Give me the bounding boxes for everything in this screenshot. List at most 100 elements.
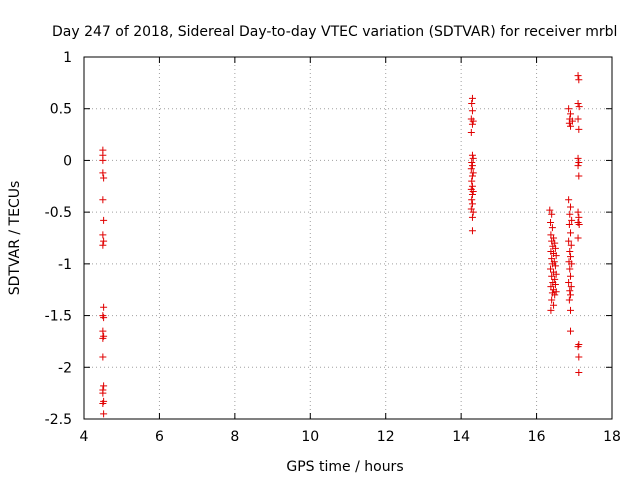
data-point xyxy=(575,76,583,84)
data-point xyxy=(99,327,107,335)
data-point xyxy=(567,110,575,118)
data-point xyxy=(567,272,575,280)
x-tick-label: 4 xyxy=(80,429,89,445)
data-point xyxy=(552,288,560,296)
data-point xyxy=(469,117,477,125)
data-point xyxy=(100,303,108,311)
data-point xyxy=(547,218,555,226)
data-point xyxy=(99,169,107,177)
y-tick-label: 0 xyxy=(63,153,72,169)
data-point xyxy=(100,216,108,224)
data-point xyxy=(468,100,476,108)
x-tick-label: 18 xyxy=(603,429,621,445)
data-point xyxy=(547,265,555,273)
data-point xyxy=(566,210,574,218)
x-tick-label: 10 xyxy=(301,429,319,445)
data-point xyxy=(469,154,477,162)
data-point xyxy=(550,301,558,309)
data-point xyxy=(548,296,556,304)
y-tick-label: -2.5 xyxy=(45,412,72,428)
data-point xyxy=(574,234,582,242)
data-point xyxy=(568,216,576,224)
data-point xyxy=(551,262,559,270)
data-point xyxy=(551,275,559,283)
data-point xyxy=(469,169,477,177)
data-point xyxy=(99,399,107,407)
data-point xyxy=(575,368,583,376)
data-point xyxy=(547,306,555,314)
data-point xyxy=(567,283,575,291)
data-point xyxy=(567,203,575,211)
y-tick-label: -0.5 xyxy=(45,205,72,221)
data-point xyxy=(568,260,576,268)
data-point xyxy=(467,165,475,173)
data-point xyxy=(99,231,107,239)
data-point xyxy=(468,162,476,170)
y-tick-label: 0.5 xyxy=(50,102,72,118)
data-point xyxy=(566,287,574,295)
data-point xyxy=(575,125,583,133)
data-point xyxy=(567,327,575,335)
data-point xyxy=(575,158,583,166)
data-point xyxy=(575,103,583,111)
data-point xyxy=(468,200,476,208)
data-point xyxy=(99,389,107,397)
data-point xyxy=(99,156,107,164)
data-point xyxy=(468,227,476,235)
y-tick-label: 1 xyxy=(63,50,72,66)
data-point xyxy=(552,252,560,260)
data-point xyxy=(468,107,476,115)
data-point xyxy=(551,291,559,299)
data-point xyxy=(575,221,583,229)
data-point xyxy=(574,72,582,80)
data-point xyxy=(574,162,582,170)
data-point xyxy=(99,334,107,342)
plot-frame xyxy=(83,56,613,420)
data-point xyxy=(469,208,477,216)
data-point xyxy=(469,187,477,195)
data-point xyxy=(574,343,582,351)
data-point xyxy=(551,244,559,252)
x-tick-label: 16 xyxy=(528,429,546,445)
data-point xyxy=(468,191,476,199)
data-point xyxy=(575,213,583,221)
data-point xyxy=(565,119,573,127)
data-point xyxy=(467,205,475,213)
x-tick-label: 14 xyxy=(452,429,470,445)
x-tick-label: 6 xyxy=(155,429,164,445)
data-point xyxy=(468,182,476,190)
data-point xyxy=(574,154,582,162)
data-point xyxy=(565,221,573,229)
data-point xyxy=(468,158,476,166)
data-point xyxy=(566,265,574,273)
data-point xyxy=(565,196,573,204)
x-tick-label: 8 xyxy=(230,429,239,445)
x-tick-label: 12 xyxy=(377,429,395,445)
data-point xyxy=(467,129,475,137)
axis-ticks: 4 6 8 10 12 14 16 18 -2.5 -2 -1.5 -1 -0.5 0 0.5 1 xyxy=(45,50,621,445)
data-point xyxy=(565,237,573,245)
chart-title: Day 247 of 2018, Sidereal Day-to-day VTE… xyxy=(52,24,617,40)
data-point xyxy=(99,241,107,249)
data-point xyxy=(468,172,476,180)
data-point xyxy=(100,382,108,390)
x-axis-label: GPS time / hours xyxy=(286,459,403,475)
data-point xyxy=(468,177,476,185)
data-point xyxy=(567,122,575,130)
y-axis-label: SDTVAR / TECUs xyxy=(7,181,23,296)
data-point xyxy=(574,208,582,216)
data-point xyxy=(574,100,582,108)
data-point xyxy=(99,196,107,204)
data-point xyxy=(551,281,559,289)
data-point xyxy=(565,105,573,113)
data-point xyxy=(565,278,573,286)
data-points xyxy=(99,72,583,418)
data-point xyxy=(468,196,476,204)
y-tick-label: -2 xyxy=(58,360,72,376)
data-point xyxy=(100,237,108,245)
data-point xyxy=(567,253,575,261)
data-point xyxy=(552,270,560,278)
data-point xyxy=(468,94,476,102)
data-point xyxy=(565,296,573,304)
